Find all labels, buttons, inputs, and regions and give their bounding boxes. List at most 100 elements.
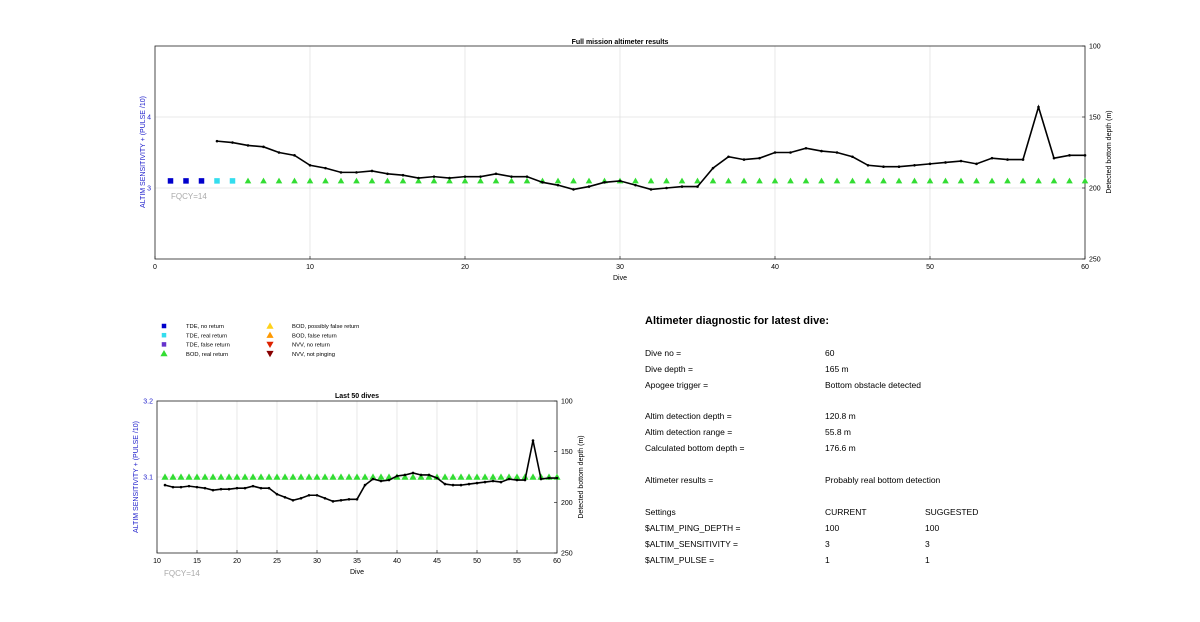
bod-real-return-marker: [185, 473, 193, 480]
depth-point: [483, 480, 487, 484]
x-tick-label: 20: [461, 264, 469, 271]
x-tick-label: 20: [233, 558, 241, 565]
depth-point: [419, 473, 423, 477]
depth-point: [395, 474, 399, 478]
y-tick-label-left: 3: [147, 186, 151, 193]
bod-real-return-marker: [306, 177, 314, 184]
depth-point: [363, 483, 367, 487]
bod-real-return-marker: [169, 473, 177, 480]
bod-real-return-marker: [322, 177, 329, 184]
legend-marker: [161, 342, 167, 347]
bod-real-return-marker: [409, 473, 417, 480]
bod-real-return-marker: [632, 177, 639, 184]
bod-real-return-marker: [465, 473, 473, 480]
x-tick-label: 30: [616, 264, 624, 271]
depth-point: [251, 484, 255, 488]
bod-real-return-marker: [771, 177, 779, 184]
depth-point: [515, 478, 519, 482]
bod-real-return-marker: [249, 473, 257, 480]
diagnostic-value: 176.6 m: [825, 443, 856, 453]
bod-real-return-marker: [570, 177, 577, 184]
depth-point: [835, 151, 839, 154]
y-tick-label-left: 4: [147, 115, 151, 122]
depth-point: [491, 479, 495, 483]
depth-point: [403, 473, 407, 477]
y-axis-label-right: Detected bottom depth (m): [1106, 110, 1113, 193]
bod-real-return-marker: [329, 473, 337, 480]
bod-real-return-marker: [353, 473, 361, 480]
bod-real-return-marker: [353, 177, 360, 184]
depth-point: [510, 175, 513, 178]
depth-point: [555, 476, 559, 480]
depth-point: [386, 172, 389, 176]
y-axis-label-left: ALTIM SENSITIVITY + (PULSE /10): [133, 421, 140, 533]
bod-real-return-marker: [1050, 177, 1058, 184]
bod-real-return-marker: [725, 177, 732, 184]
depth-point: [235, 486, 239, 490]
depth-point: [195, 485, 199, 489]
bod-real-return-marker: [233, 473, 241, 480]
bod-real-return-marker: [523, 177, 531, 184]
depth-point: [339, 499, 343, 502]
x-axis-label: Dive: [613, 275, 627, 282]
depth-point: [773, 151, 777, 154]
setting-current: 100: [825, 523, 840, 533]
depth-point: [851, 155, 854, 159]
depth-point: [507, 477, 511, 481]
legend-marker: [266, 331, 274, 338]
y-tick-label-right: 250: [1089, 257, 1101, 264]
bod-real-return-marker: [489, 473, 497, 480]
bod-real-return-marker: [492, 177, 500, 184]
last-50-dives-chart: Last 50 dives 10 15 20 25 30 35 40 45 50 55 60 3.1 3…: [133, 393, 585, 578]
x-tick-label: 60: [1081, 264, 1089, 271]
depth-point: [387, 478, 391, 482]
depth-point: [541, 181, 544, 184]
bod-real-return-marker: [988, 177, 996, 184]
bod-real-return-marker: [1019, 177, 1027, 184]
y-tick-label-right: 250: [561, 551, 573, 558]
x-tick-label: 40: [393, 558, 401, 565]
bod-real-return-marker: [441, 473, 449, 480]
depth-point: [171, 485, 175, 489]
tde-real-return-marker: [214, 178, 220, 184]
setting-name: $ALTIM_SENSITIVITY =: [645, 539, 738, 549]
legend-label: BOD, real return: [186, 352, 228, 358]
setting-name: $ALTIM_PULSE =: [645, 555, 715, 565]
depth-point: [187, 484, 191, 488]
depth-point: [587, 185, 591, 188]
depth-point: [347, 497, 351, 501]
bod-real-return-marker: [481, 473, 489, 480]
bod-real-return-marker: [265, 473, 273, 480]
diagnostic-value: 60: [825, 348, 835, 358]
depth-point: [277, 151, 281, 154]
depth-point: [227, 487, 231, 491]
bod-real-return-marker: [663, 177, 670, 184]
bod-real-return-marker: [260, 177, 267, 184]
bod-real-return-marker: [802, 177, 810, 184]
chart-marks: [161, 439, 561, 503]
legend-marker: [266, 341, 274, 348]
depth-point: [459, 483, 463, 487]
depth-point: [355, 497, 359, 501]
bod-real-return-marker: [473, 473, 481, 480]
depth-point: [355, 171, 358, 174]
bod-real-return-marker: [1035, 177, 1042, 184]
bod-real-return-marker: [241, 473, 249, 480]
bod-real-return-marker: [313, 473, 321, 480]
bod-real-return-marker: [430, 177, 438, 184]
depth-point: [990, 156, 994, 160]
x-tick-label: 35: [353, 558, 361, 565]
x-tick-label: 50: [473, 558, 481, 565]
bod-real-return-marker: [384, 177, 391, 184]
bod-real-return-marker: [257, 473, 265, 480]
axis-ticks: 0 10 20 30 40 50 60 3 4 100 150 200 250: [147, 44, 1101, 272]
chart-title: Last 50 dives: [335, 393, 379, 400]
bod-real-return-marker: [399, 177, 407, 184]
depth-point: [727, 155, 730, 159]
depth-point: [975, 162, 978, 166]
depth-point: [262, 145, 265, 149]
fqcy-annotation: FQCY=14: [164, 569, 200, 578]
diagnostic-label: Altim detection depth =: [645, 411, 732, 421]
settings-header-suggested: SUGGESTED: [925, 507, 979, 517]
bod-real-return-marker: [369, 473, 377, 480]
